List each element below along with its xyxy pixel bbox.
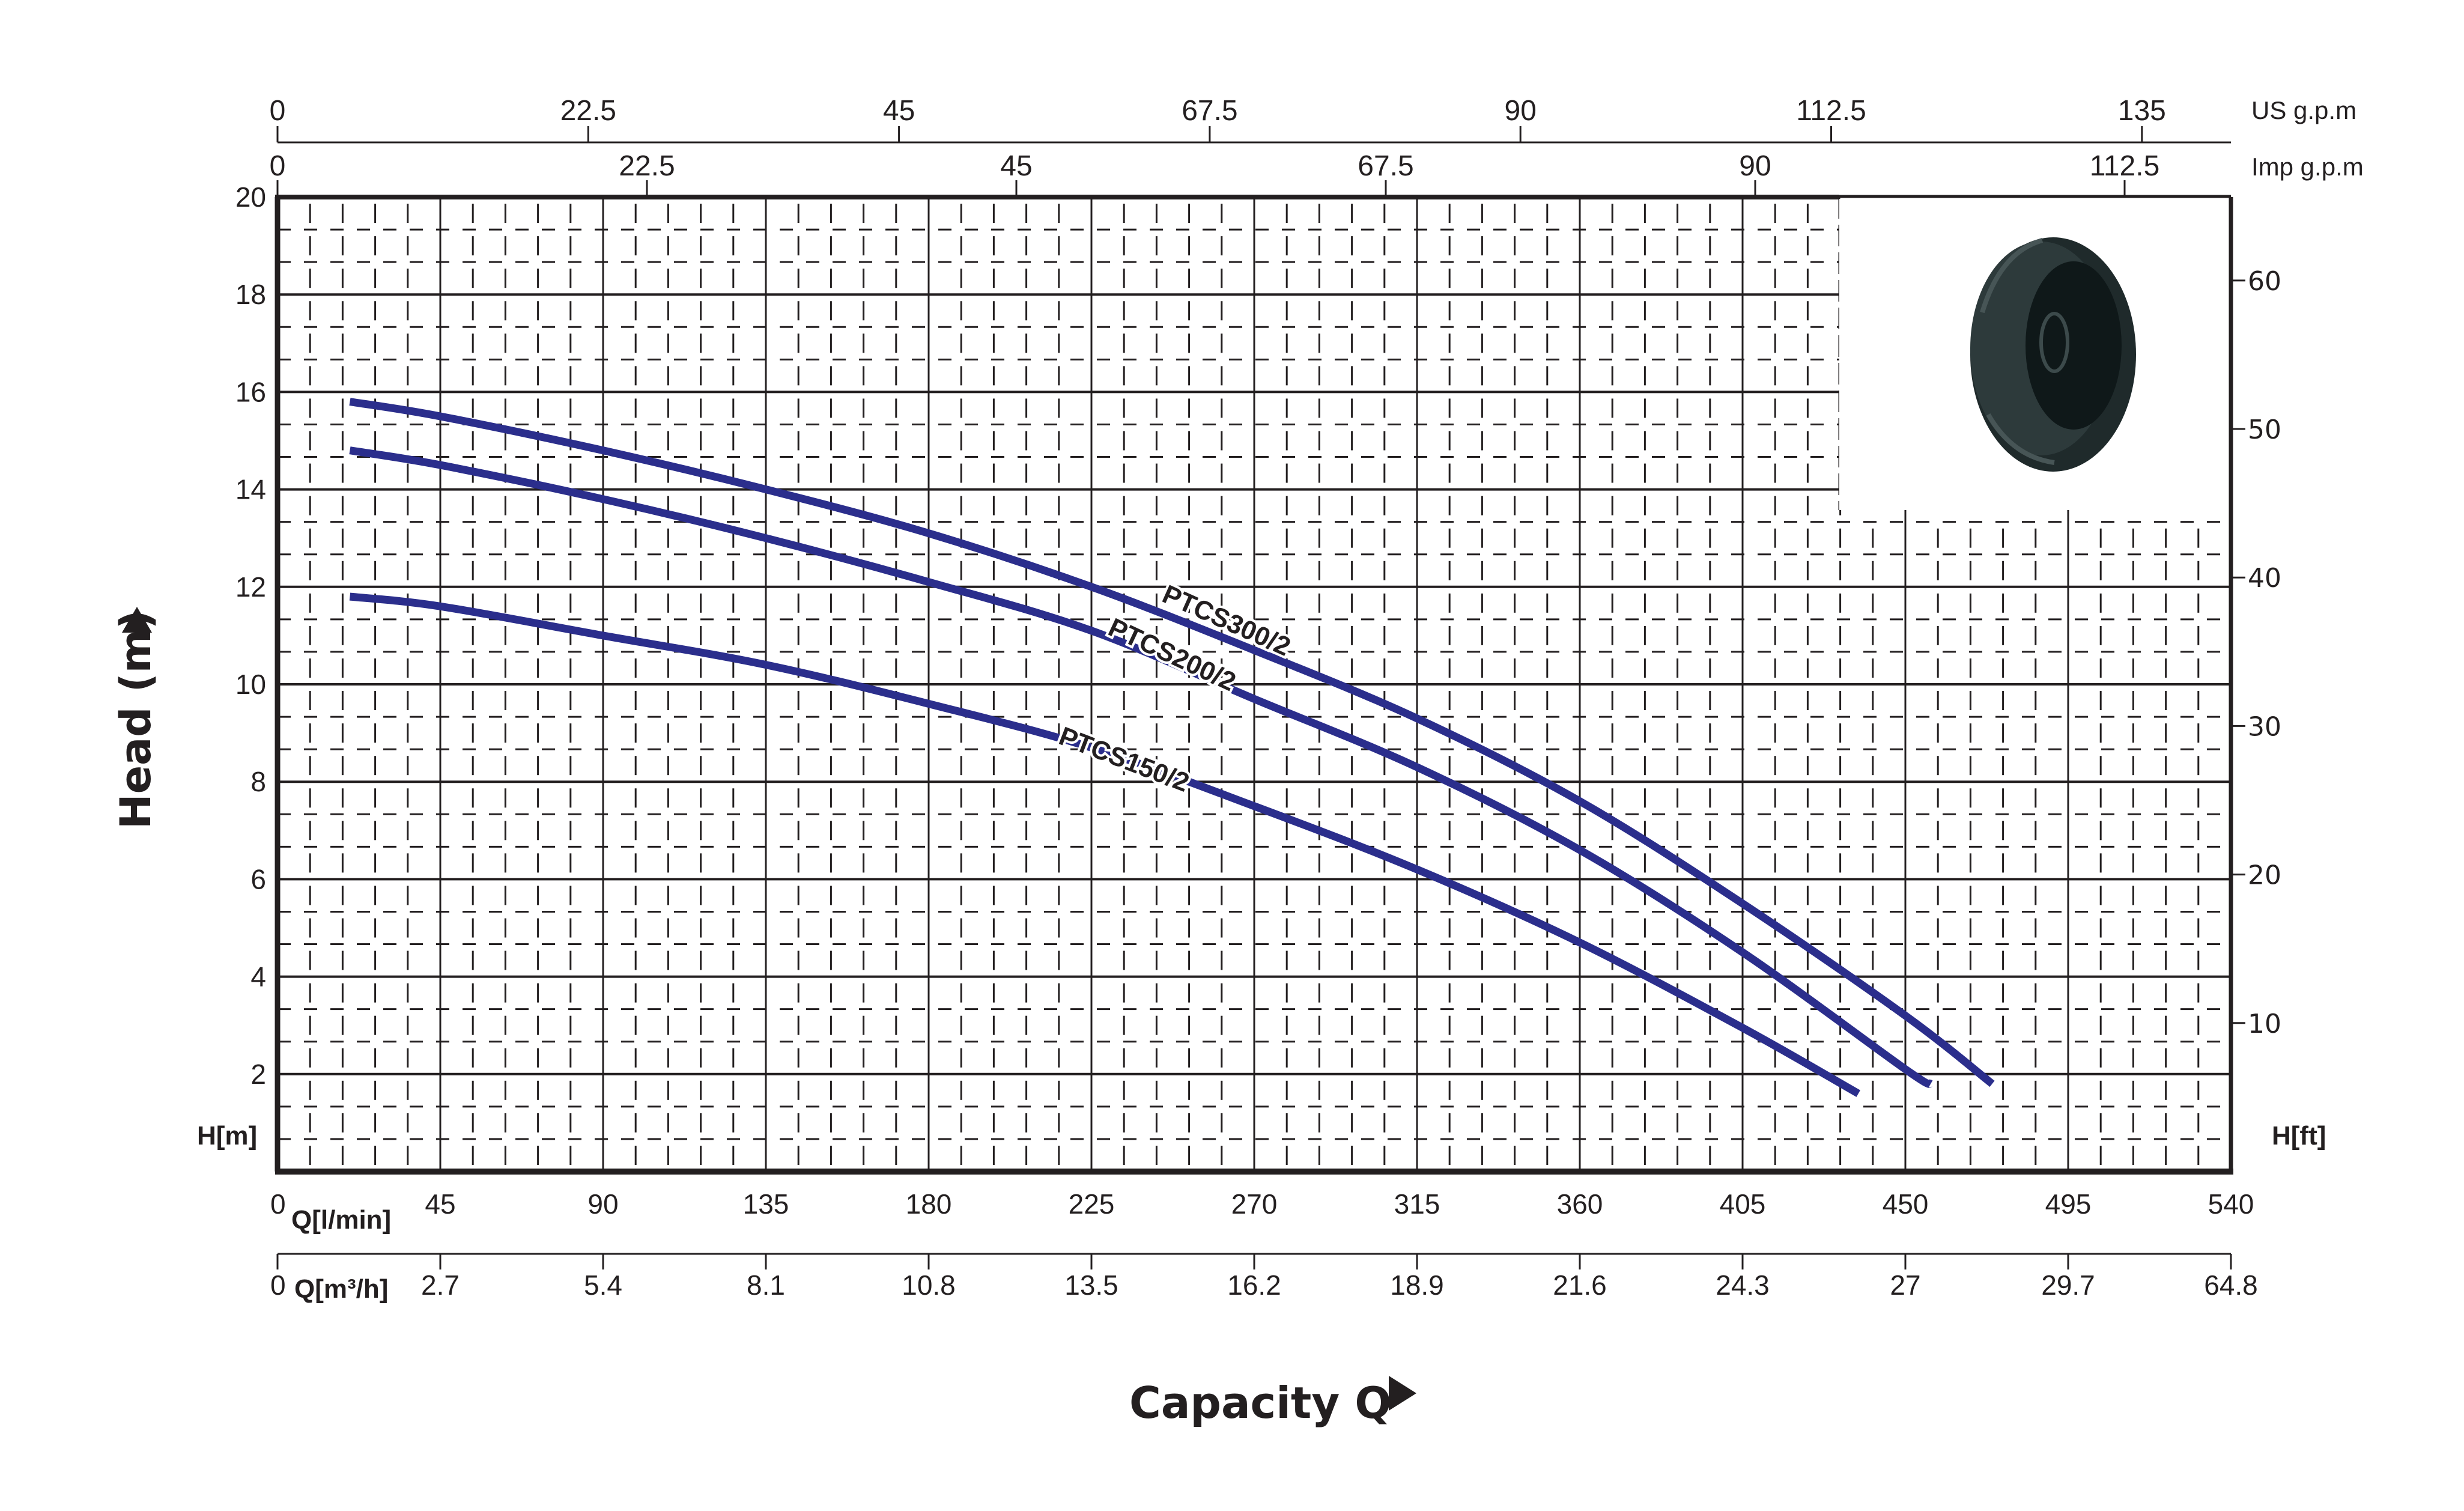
performance-curves [349, 398, 1995, 1097]
y-tick-label: 8 [250, 766, 266, 797]
us-gpm-tick-label: 0 [270, 95, 286, 127]
plot-frame [275, 195, 2233, 1175]
x-tick-label: 405 [1720, 1188, 1766, 1220]
imp-gpm-tick-label: 90 [1739, 150, 1771, 182]
us-gpm-tick-label: 67.5 [1182, 95, 1237, 127]
m3h-zero-label: 0 [270, 1269, 286, 1301]
x-tick-label: 270 [1231, 1188, 1278, 1220]
us-gpm-tick-label: 22.5 [560, 95, 616, 127]
y-tick-label: 6 [250, 863, 266, 895]
impeller-photo [1839, 199, 2230, 510]
m3h-tick-label: 18.9 [1390, 1269, 1444, 1301]
y-axis-title-text: Head (m) [111, 610, 160, 829]
lmin-zero-label: 0 [270, 1188, 286, 1220]
us-gpm-unit-label: US g.p.m [2251, 96, 2356, 124]
y-tick-label: 14 [235, 474, 266, 505]
head-ft-axis: 10 20 30 40 50 60 [2231, 266, 2281, 1039]
m3h-tick-label: 16.2 [1227, 1269, 1281, 1301]
ft-tick-label: 30 [2248, 711, 2281, 742]
m3h-tick-label: 64.8 [2204, 1269, 2258, 1301]
curve-ptcs150-2 [349, 592, 1860, 1097]
y-tick-label: 18 [235, 279, 266, 310]
ft-tick-label: 50 [2248, 415, 2281, 445]
y-tick-label: 2 [250, 1059, 266, 1090]
x-tick-label: 90 [587, 1188, 618, 1220]
m3h-tick-label: 5.4 [584, 1269, 622, 1301]
y-tick-label: 16 [235, 376, 266, 407]
y-axis-title: Head (m) [111, 607, 160, 829]
x-tick-label: 45 [425, 1188, 455, 1220]
us-gpm-tick-label: 135 [2118, 95, 2166, 127]
h-ft-unit-label: H[ft] [2272, 1121, 2326, 1151]
flow-lmin-axis: 45 90 135 180 225 270 315 360 405 450 495 540 [425, 1188, 2254, 1220]
head-m-axis: 2 4 6 8 10 12 14 16 18 20 [235, 181, 266, 1090]
x-tick-label: 180 [906, 1188, 952, 1220]
m3h-tick-label: 24.3 [1716, 1269, 1770, 1301]
ft-tick-label: 10 [2248, 1009, 2281, 1039]
q-m3h-unit-label: Q[m³/h] [294, 1274, 388, 1304]
x-axis-title-text: Capacity Q [1129, 1378, 1392, 1428]
us-gpm-axis: 0 22.5 45 67.5 90 112.5 135 [270, 95, 2231, 144]
y-tick-label: 4 [250, 961, 266, 993]
x-tick-label: 495 [2045, 1188, 2092, 1220]
imp-gpm-axis: 0 22.5 45 67.5 90 112.5 [270, 150, 2231, 197]
imp-gpm-tick-label: 67.5 [1358, 150, 1413, 182]
m3h-tick-label: 13.5 [1064, 1269, 1118, 1301]
right-arrow-icon [1389, 1376, 1416, 1411]
ft-tick-label: 40 [2248, 563, 2281, 594]
us-gpm-tick-label: 45 [883, 95, 915, 127]
m3h-tick-label: 27 [1890, 1269, 1920, 1301]
ft-tick-label: 60 [2248, 266, 2281, 297]
flow-m3h-axis: 2.7 5.4 8.1 10.8 13.5 16.2 18.9 21.6 24.3 27 29.7 6… [276, 1253, 2258, 1301]
imp-gpm-tick-label: 112.5 [2090, 150, 2160, 182]
ft-tick-label: 20 [2248, 860, 2281, 891]
imp-gpm-unit-label: Imp g.p.m [2251, 153, 2364, 181]
x-tick-label: 450 [1883, 1188, 1929, 1220]
x-tick-label: 225 [1069, 1188, 1115, 1220]
h-m-unit-label: H[m] [197, 1121, 257, 1151]
x-tick-label: 315 [1394, 1188, 1440, 1220]
y-tick-label: 12 [235, 571, 266, 603]
x-tick-label: 360 [1557, 1188, 1603, 1220]
x-axis-title: Capacity Q [1129, 1376, 1416, 1428]
y-tick-label: 10 [235, 669, 266, 700]
curve-ptcs300-2 [349, 398, 1995, 1087]
m3h-tick-label: 8.1 [747, 1269, 785, 1301]
up-arrow-icon [122, 607, 152, 633]
x-tick-label: 135 [743, 1188, 789, 1220]
y-tick-label: 20 [235, 181, 266, 213]
us-gpm-tick-label: 112.5 [1796, 95, 1866, 127]
imp-gpm-tick-label: 0 [270, 150, 286, 182]
m3h-tick-label: 29.7 [2041, 1269, 2095, 1301]
m3h-tick-label: 2.7 [421, 1269, 460, 1301]
q-lmin-unit-label: Q[l/min] [291, 1205, 391, 1235]
m3h-tick-label: 10.8 [902, 1269, 956, 1301]
imp-gpm-tick-label: 22.5 [619, 150, 675, 182]
us-gpm-tick-label: 90 [1505, 95, 1537, 127]
major-grid [278, 197, 2231, 1172]
x-tick-label: 540 [2208, 1188, 2254, 1220]
imp-gpm-tick-label: 45 [1000, 150, 1032, 182]
curve-ptcs200-2 [349, 446, 1934, 1088]
m3h-tick-label: 21.6 [1553, 1269, 1607, 1301]
